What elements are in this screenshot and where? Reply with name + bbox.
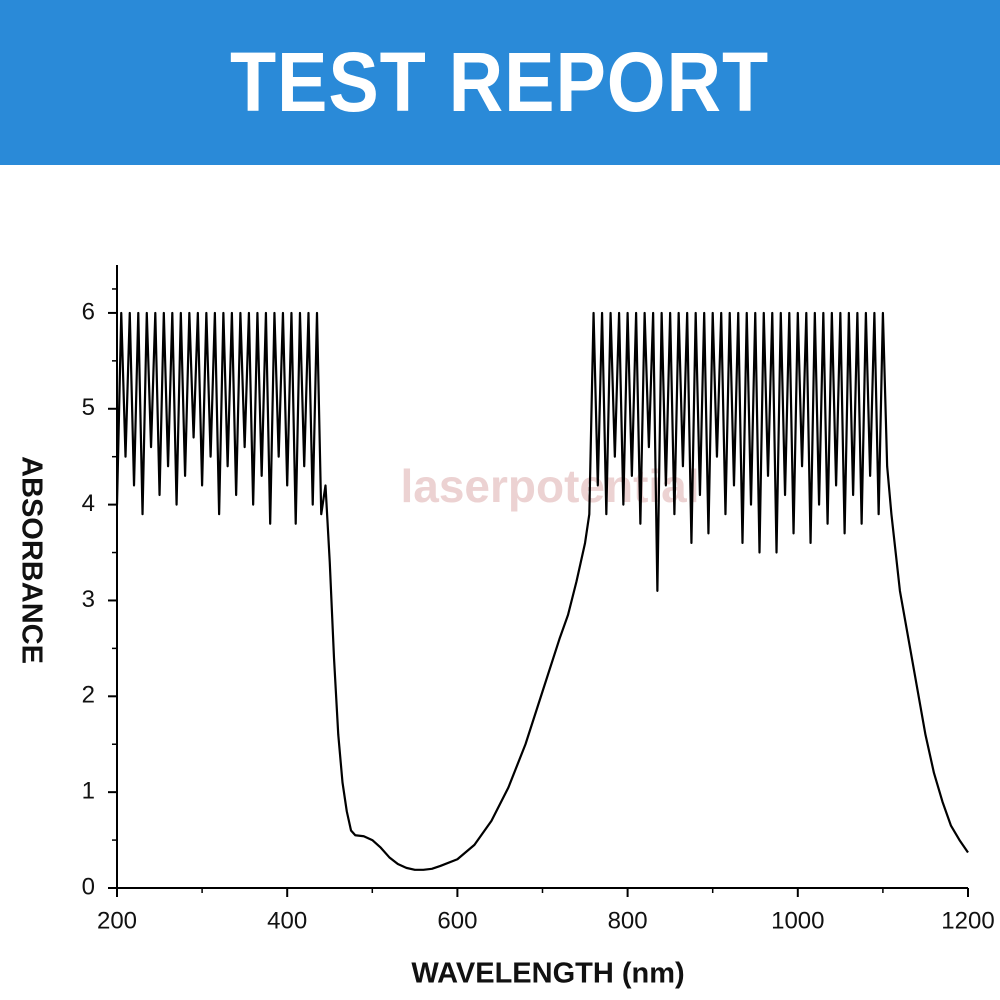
- y-tick-label: 1: [82, 777, 95, 804]
- banner: TEST REPORT: [0, 0, 1000, 165]
- y-tick-label: 3: [82, 586, 95, 613]
- x-tick-label: 800: [608, 907, 648, 934]
- watermark: laserpotential: [400, 460, 699, 512]
- x-tick-label: 200: [97, 907, 137, 934]
- x-tick-label: 400: [267, 907, 307, 934]
- x-tick-label: 1000: [771, 907, 824, 934]
- y-tick-label: 2: [82, 682, 95, 709]
- x-tick-label: 600: [437, 907, 477, 934]
- y-axis-label: ABSORBANCE: [15, 456, 47, 664]
- y-tick-label: 6: [82, 298, 95, 325]
- data-line: [115, 311, 969, 871]
- x-tick-label: 1200: [941, 907, 994, 934]
- y-tick-label: 4: [82, 490, 95, 517]
- y-tick-label: 5: [82, 394, 95, 421]
- y-tick-label: 0: [82, 873, 95, 900]
- x-axis-label: WAVELENGTH (nm): [411, 958, 684, 990]
- page-title: TEST REPORT: [230, 35, 770, 129]
